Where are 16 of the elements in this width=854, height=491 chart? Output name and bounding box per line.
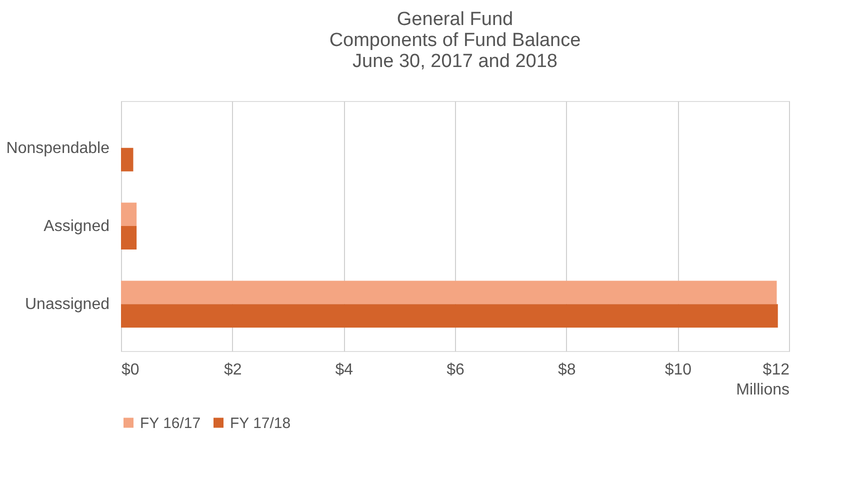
text: Components of Fund Balance [329,30,581,51]
y-tick-label: Nonspendable [6,140,110,157]
y-tick-label: Unassigned [25,296,110,314]
x-tick-label: $8 [558,362,576,378]
x-tick-label: $12 [762,362,790,378]
legend-label: FY 17/18 [230,414,291,432]
x-axis-title: Millions [736,382,790,398]
x-tick-label: $0 [122,362,140,378]
legend-label: FY 16/17 [140,414,201,432]
text: June 30, 2017 and 2018 [352,51,558,72]
text: General Fund [396,9,514,30]
x-tick-label: $10 [664,362,692,378]
x-tick-label: $6 [446,362,464,378]
x-tick-label: $4 [335,362,354,378]
x-tick-label: $2 [224,362,242,378]
y-tick-label: Assigned [44,218,110,235]
